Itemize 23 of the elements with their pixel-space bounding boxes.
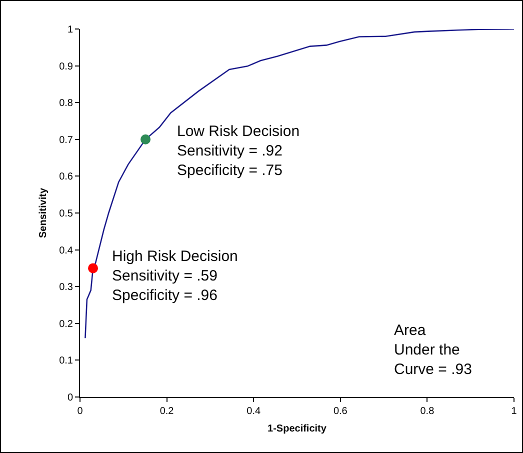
- y-tick-label: 0.3: [59, 282, 74, 294]
- annotation: Low Risk Decision Sensitivity = .92 Specificity = .75: [177, 123, 300, 179]
- y-tick-label: 1: [67, 24, 74, 36]
- x-tick-label: 0.4: [246, 406, 261, 417]
- x-tick-label: 0: [77, 406, 84, 417]
- line-series: [84, 29, 514, 339]
- y-tick-label: 0.4: [59, 245, 74, 256]
- y-tick-label: 0.7: [59, 134, 74, 146]
- x-tick-label: 1: [511, 406, 518, 417]
- annotation: Area Under the Curve = .93: [394, 322, 472, 378]
- y-tick-label: 0.9: [59, 61, 74, 72]
- x-tick-label: 0.6: [333, 406, 348, 417]
- x-axis-title: 1-Specificity: [268, 424, 327, 434]
- x-tick-label: 0.2: [160, 406, 174, 417]
- y-tick-label: 0: [67, 392, 74, 404]
- y-tick-label: 0.2: [59, 318, 74, 330]
- y-tick-label: 0.8: [59, 98, 74, 110]
- y-axis-title: Sensitivity: [38, 188, 50, 238]
- y-tick-label: 0.1: [59, 356, 74, 367]
- annotation: High Risk Decision Sensitivity = .59 Specificity = .96: [112, 248, 238, 304]
- y-tick-label: 0.5: [59, 208, 74, 220]
- y-tick-label: 0.6: [59, 172, 74, 183]
- x-tick-label: 0.8: [420, 406, 435, 417]
